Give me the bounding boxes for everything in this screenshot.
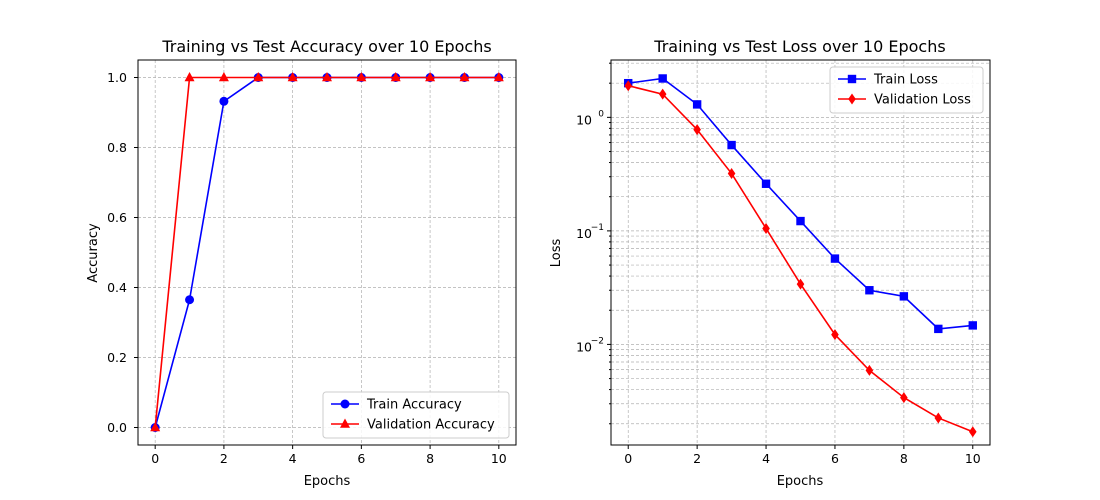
- loss-legend-entry-1-label: Train Loss: [873, 73, 938, 88]
- loss-series-1-point: [934, 324, 943, 334]
- loss-x-tick-label: 0: [624, 451, 632, 466]
- loss-series-2-line: [628, 84, 974, 433]
- loss-x-axis-label: Epochs: [777, 474, 824, 489]
- loss-y-tick-exponent: −2: [591, 336, 604, 346]
- loss-series-2-point: [796, 278, 805, 290]
- accuracy-series-2-point: [493, 72, 504, 82]
- loss-series-2-point: [693, 124, 701, 136]
- accuracy-series: [150, 72, 504, 432]
- loss-y-tick-label: 10: [576, 112, 592, 127]
- accuracy-series-2-point: [150, 422, 161, 432]
- loss-legend-box: [829, 66, 984, 114]
- loss-y-axis-label: Loss: [549, 239, 564, 268]
- loss-series-1-point: [658, 74, 667, 83]
- loss-x-tick-label: 10: [965, 451, 981, 466]
- loss-chart-title: Training vs Test Loss over 10 Epochs: [653, 37, 945, 56]
- accuracy-ticks: 0 2 4 6 8 10 0.0 0.2 0.4 0.6 0.8 1.0: [107, 70, 507, 466]
- loss-grid: [611, 60, 990, 445]
- loss-series-2-point: [865, 364, 874, 376]
- accuracy-series-2-point: [390, 72, 401, 82]
- loss-chart: Training vs Test Loss over 10 Epochs Epo…: [549, 37, 991, 489]
- accuracy-series-2-point: [459, 72, 470, 82]
- accuracy-series-2-point: [184, 72, 195, 82]
- accuracy-x-tick-label: 0: [151, 451, 159, 466]
- accuracy-series-2-point: [425, 72, 436, 82]
- loss-plot-frame: [610, 59, 991, 446]
- accuracy-series-1-point: [219, 96, 229, 106]
- accuracy-chart: Training vs Test Accuracy over 10 Epochs…: [86, 37, 517, 489]
- loss-series-2-point: [727, 168, 736, 180]
- loss-legend: Train Loss Validation Loss: [829, 66, 984, 114]
- loss-x-tick-label: 2: [693, 451, 701, 466]
- accuracy-y-axis-label: Accuracy: [86, 223, 101, 283]
- loss-series-2-point: [658, 88, 667, 100]
- loss-series-2-point: [968, 426, 977, 438]
- accuracy-plot-frame: [137, 59, 517, 446]
- loss-series-1-point: [968, 321, 977, 330]
- accuracy-series-1-point: [185, 295, 195, 305]
- accuracy-x-tick-label: 6: [357, 451, 365, 466]
- accuracy-series-2-point: [218, 72, 229, 82]
- loss-series-1-point: [727, 140, 736, 150]
- loss-x-tick-label: 8: [900, 451, 908, 466]
- loss-y-tick-exponent: 0: [598, 109, 604, 119]
- loss-series-1-point: [692, 100, 702, 109]
- accuracy-series-2-point: [322, 72, 332, 82]
- accuracy-y-tick-label: 1.0: [107, 70, 127, 85]
- accuracy-series-1-line: [154, 76, 499, 428]
- accuracy-y-tick-label: 0.6: [107, 210, 127, 225]
- accuracy-legend-entry-1-label: Train Accuracy: [366, 398, 462, 413]
- loss-series-1-line: [628, 77, 973, 330]
- accuracy-legend: Train Accuracy Validation Accuracy: [322, 391, 510, 439]
- accuracy-series-2-point: [253, 72, 264, 82]
- loss-series: [624, 74, 977, 438]
- accuracy-series-2-point: [287, 72, 298, 82]
- accuracy-grid: [138, 60, 516, 445]
- accuracy-x-axis-label: Epochs: [304, 474, 351, 489]
- accuracy-series-2-line: [154, 76, 499, 428]
- accuracy-x-tick-label: 10: [491, 451, 507, 466]
- accuracy-y-tick-label: 0.0: [107, 420, 127, 435]
- accuracy-legend-entry-2-label: Validation Accuracy: [367, 418, 495, 433]
- accuracy-x-tick-label: 2: [220, 451, 228, 466]
- loss-series-1-point: [899, 292, 909, 301]
- accuracy-x-tick-label: 4: [289, 451, 297, 466]
- loss-series-2-point: [624, 80, 633, 92]
- loss-y-tick-label: 10: [576, 226, 592, 241]
- loss-series-2-point: [831, 329, 839, 341]
- loss-legend-entry-2-marker: [848, 93, 856, 105]
- loss-legend-entry-1-marker: [847, 74, 857, 84]
- loss-legend-entry-2-label: Validation Loss: [874, 93, 971, 108]
- loss-series-1-point: [830, 254, 840, 263]
- accuracy-y-tick-label: 0.8: [107, 140, 127, 155]
- loss-series-1-point: [865, 286, 874, 295]
- loss-series-1-point: [796, 216, 805, 226]
- accuracy-y-tick-label: 0.4: [107, 280, 127, 295]
- loss-series-2-point: [900, 392, 908, 404]
- loss-y-tick-exponent: −1: [591, 223, 604, 233]
- accuracy-y-tick-label: 0.2: [107, 350, 127, 365]
- loss-x-tick-label: 4: [762, 451, 770, 466]
- accuracy-series-2-point: [356, 72, 367, 82]
- accuracy-legend-entry-1-marker: [340, 399, 350, 409]
- loss-series-1-point: [761, 179, 771, 188]
- accuracy-legend-entry-2-marker: [340, 418, 350, 428]
- loss-series-2-point: [762, 222, 770, 234]
- loss-series-2-point: [934, 412, 943, 424]
- loss-y-tick-label: 10: [576, 339, 592, 354]
- loss-x-tick-label: 6: [831, 451, 839, 466]
- accuracy-x-tick-label: 8: [426, 451, 434, 466]
- accuracy-legend-box: [322, 391, 510, 439]
- accuracy-chart-title: Training vs Test Accuracy over 10 Epochs: [161, 37, 491, 56]
